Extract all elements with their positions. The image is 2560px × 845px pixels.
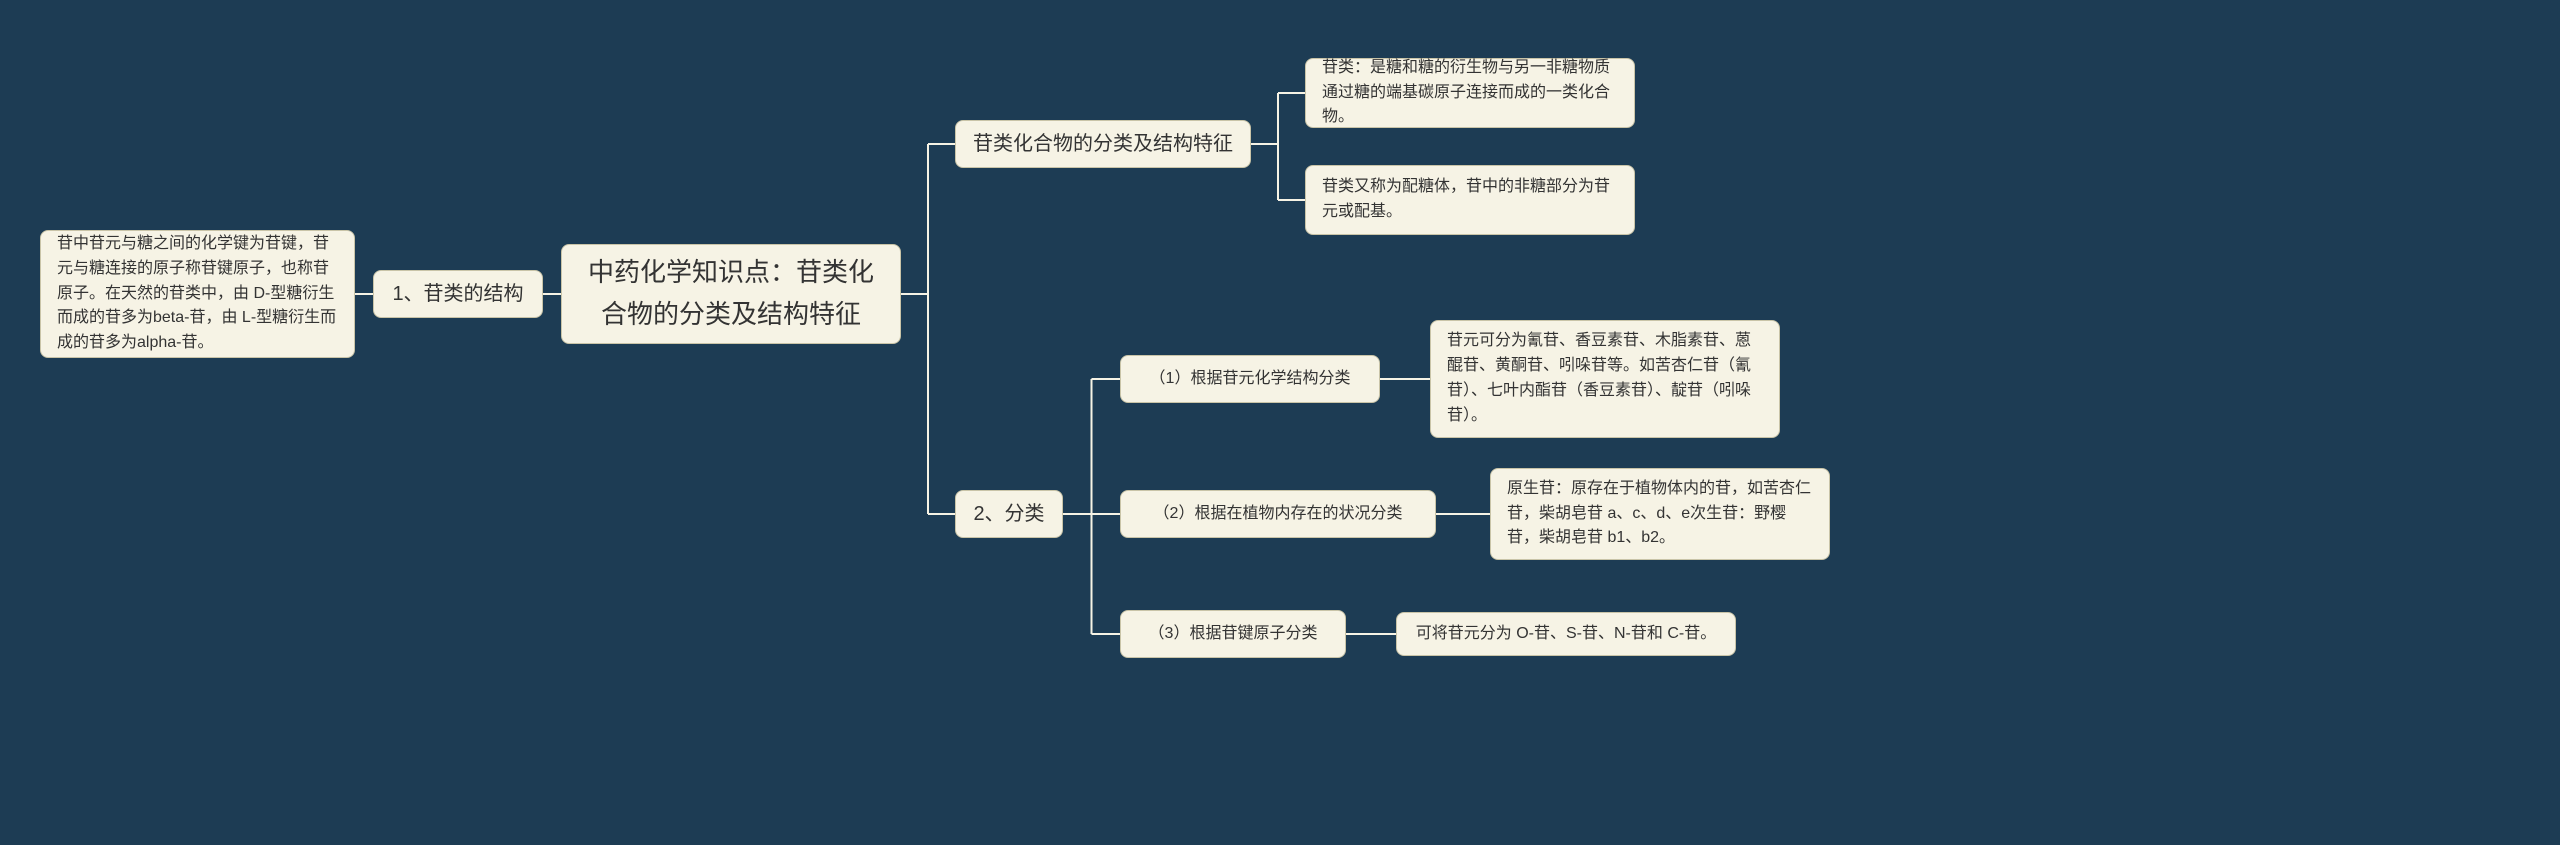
r2-c2-leaf-node: 原生苷：原存在于植物体内的苷，如苦杏仁苷，柴胡皂苷 a、c、d、e次生苷：野樱苷… [1490,468,1830,560]
right2-text: 2、分类 [973,499,1044,530]
right1-leaf2-text: 苷类又称为配糖体，苷中的非糖部分为苷元或配基。 [1322,175,1618,225]
left1-leaf-node: 苷中苷元与糖之间的化学键为苷键，苷元与糖连接的原子称苷键原子，也称苷原子。在天然… [40,230,355,358]
connector-layer [0,0,2560,845]
r2-c3-node: （3）根据苷键原子分类 [1120,610,1346,658]
r2-c1-text: （1）根据苷元化学结构分类 [1150,367,1351,392]
r2-c2-leaf-text: 原生苷：原存在于植物体内的苷，如苦杏仁苷，柴胡皂苷 a、c、d、e次生苷：野樱苷… [1507,477,1813,551]
right2-node: 2、分类 [955,490,1063,538]
right1-leaf2-node: 苷类又称为配糖体，苷中的非糖部分为苷元或配基。 [1305,165,1635,235]
right1-node: 苷类化合物的分类及结构特征 [955,120,1251,168]
r2-c2-node: （2）根据在植物内存在的状况分类 [1120,490,1436,538]
r2-c3-text: （3）根据苷键原子分类 [1149,622,1318,647]
center-node: 中药化学知识点：苷类化合物的分类及结构特征 [561,244,901,344]
r2-c3-leaf-text: 可将苷元分为 O-苷、S-苷、N-苷和 C-苷。 [1416,622,1716,647]
r2-c1-leaf-node: 苷元可分为氰苷、香豆素苷、木脂素苷、蒽醌苷、黄酮苷、吲哚苷等。如苦杏仁苷（氰苷）… [1430,320,1780,438]
left1-text: 1、苷类的结构 [392,279,523,310]
right1-leaf1-text: 苷类：是糖和糖的衍生物与另一非糖物质通过糖的端基碳原子连接而成的一类化合物。 [1322,56,1618,130]
left1-node: 1、苷类的结构 [373,270,543,318]
r2-c1-leaf-text: 苷元可分为氰苷、香豆素苷、木脂素苷、蒽醌苷、黄酮苷、吲哚苷等。如苦杏仁苷（氰苷）… [1447,329,1763,428]
r2-c1-node: （1）根据苷元化学结构分类 [1120,355,1380,403]
left1-leaf-text: 苷中苷元与糖之间的化学键为苷键，苷元与糖连接的原子称苷键原子，也称苷原子。在天然… [57,232,338,356]
r2-c2-text: （2）根据在植物内存在的状况分类 [1154,502,1403,527]
r2-c3-leaf-node: 可将苷元分为 O-苷、S-苷、N-苷和 C-苷。 [1396,612,1736,656]
center-text: 中药化学知识点：苷类化合物的分类及结构特征 [588,252,874,335]
right1-leaf1-node: 苷类：是糖和糖的衍生物与另一非糖物质通过糖的端基碳原子连接而成的一类化合物。 [1305,58,1635,128]
right1-text: 苷类化合物的分类及结构特征 [973,129,1233,160]
